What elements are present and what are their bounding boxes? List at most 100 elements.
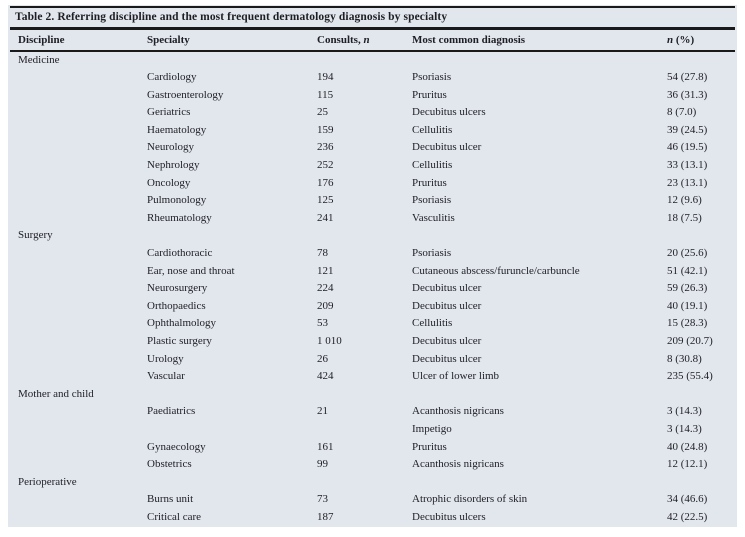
specialty-data-row: Vascular 424 Ulcer of lower limb 235 (55.4) [10,368,735,386]
specialty-cell: Neurology [147,141,195,154]
specialty-cell: Rheumatology [147,211,212,224]
diagnosis-cell: Cellulitis [412,317,453,330]
discipline-cell [10,368,147,386]
diagnosis-cell: Decubitus ulcers [412,510,486,523]
specialty-data-row: Ophthalmology 53 Cellulitis 15 (28.3) [10,315,735,333]
specialty-data-row: Orthopaedics 209 Decubitus ulcer 40 (19.1) [10,298,735,316]
discipline-cell: Perioperative [18,475,77,488]
consults-cell: 159 [317,123,334,136]
specialty-cell: Gastroenterology [147,88,224,101]
specialty-data-row: Cardiology 194 Psoriasis 54 (27.8) [10,69,735,87]
n-pct-cell: 54 (27.8) [667,71,708,84]
specialty-cell: Oncology [147,176,191,189]
consults-cell: 209 [317,299,334,312]
diagnosis-cell: Psoriasis [412,71,452,84]
n-pct-cell: 59 (26.3) [667,282,708,295]
consults-cell: 236 [317,141,334,154]
diagnosis-cell: Decubitus ulcers [412,106,486,119]
specialty-cell [147,421,317,439]
n-pct-cell: 8 (7.0) [667,106,697,119]
consults-cell [317,386,412,404]
n-pct-cell: 39 (24.5) [667,123,708,136]
specialty-data-row: Paediatrics 21 Acanthosis nigricans 3 (14.3… [10,403,735,421]
discipline-cell [10,456,147,474]
npct-n-italic: n [667,33,674,46]
discipline-cell [10,403,147,421]
diagnosis-cell: Decubitus ulcer [412,282,482,295]
diagnosis-cell: Impetigo [412,422,452,435]
discipline-cell [10,491,147,509]
discipline-cell [10,139,147,157]
specialty-cell: Vascular [147,370,185,383]
table-title: Table 2. Referring discipline and the mo… [15,11,448,23]
diagnosis-cell: Psoriasis [412,247,452,260]
discipline-group-row: Mother and child [10,386,735,404]
consults-cell: 73 [317,493,328,506]
specialty-data-row: Impetigo 3 (14.3) [10,421,735,439]
specialty-data-row: Burns unit 73 Atrophic disorders of skin 34… [10,491,735,509]
consults-cell: 78 [317,247,328,260]
n-pct-cell: 40 (19.1) [667,299,708,312]
discipline-group-row: Medicine [10,51,735,70]
specialty-data-row: Ear, nose and throat 121 Cutaneous abscess… [10,263,735,281]
consults-cell: 194 [317,71,334,84]
column-header-consults: Consults, n [317,29,412,52]
n-pct-cell: 8 (30.8) [667,352,702,365]
specialty-cell [147,386,317,404]
consults-cell: 161 [317,440,334,453]
consults-cell: 53 [317,317,328,330]
diagnosis-cell: Decubitus ulcer [412,335,482,347]
table-top-rule [10,6,735,8]
n-pct-cell: 23 (13.1) [667,176,708,189]
discipline-cell [10,315,147,333]
n-pct-cell: 209 (20.7) [667,335,713,347]
diagnosis-cell: Pruritus [412,440,447,453]
consults-cell: 187 [317,510,334,523]
specialty-cell: Haematology [147,123,207,136]
consults-cell: 125 [317,194,334,207]
consults-cell: 25 [317,106,328,119]
discipline-cell [10,104,147,122]
referral-table: Discipline Specialty Consults, n Most co… [10,29,735,527]
n-pct-cell: 235 (55.4) [667,370,713,383]
n-pct-cell: 33 (13.1) [667,159,708,172]
specialty-data-row: Oncology 176 Pruritus 23 (13.1) [10,175,735,193]
specialty-cell: Critical care [147,510,202,523]
consults-cell: 241 [317,211,334,224]
table-body: Medicine Cardiology 194 Psoriasis 54 (27.8) G… [10,51,735,527]
diagnosis-cell: Cutaneous abscess/furuncle/carbuncle [412,264,580,277]
specialty-data-row: Urology 26 Decubitus ulcer 8 (30.8) [10,351,735,369]
discipline-cell [10,509,147,527]
diagnosis-cell: Pruritus [412,88,447,101]
diagnosis-cell: Cellulitis [412,159,453,172]
consults-cell: 99 [317,458,328,471]
table-panel: Table 2. Referring discipline and the mo… [8,5,737,527]
specialty-cell: Ear, nose and throat [147,264,235,277]
n-pct-cell: 46 (19.5) [667,141,708,154]
discipline-cell [10,192,147,210]
specialty-data-row: Rheumatology 241 Vasculitis 18 (7.5) [10,210,735,228]
column-header-n-pct: n (%) [667,29,735,52]
specialty-data-row: Obstetrics 99 Acanthosis nigricans 12 (12.1… [10,456,735,474]
n-pct-cell: 3 (14.3) [667,405,702,418]
specialty-cell: Ophthalmology [147,317,217,330]
specialty-cell: Cardiothoracic [147,247,213,260]
discipline-cell [10,263,147,281]
diagnosis-cell: Acanthosis nigricans [412,405,504,418]
specialty-data-row: Haematology 159 Cellulitis 39 (24.5) [10,122,735,140]
consults-cell: 21 [317,405,328,418]
discipline-cell [10,122,147,140]
consults-cell: 424 [317,370,334,383]
n-pct-cell: 12 (12.1) [667,458,708,471]
consults-cell [317,227,412,245]
specialty-cell [147,474,317,492]
specialty-cell [147,227,317,245]
n-pct-cell: 20 (25.6) [667,247,708,260]
specialty-cell: Neurosurgery [147,282,208,295]
specialty-cell: Cardiology [147,71,197,84]
consults-cell: 121 [317,264,334,277]
consults-cell [317,421,412,439]
consults-cell: 26 [317,352,328,365]
specialty-cell: Orthopaedics [147,299,206,312]
consults-cell: 224 [317,282,334,295]
